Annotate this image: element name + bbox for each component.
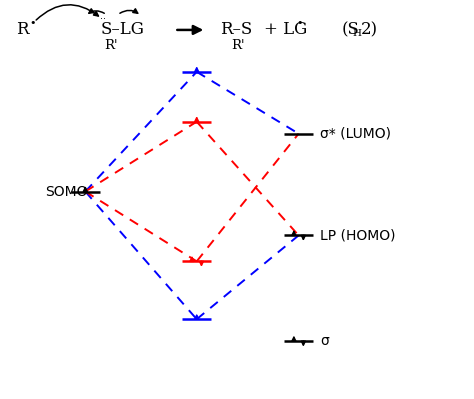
Text: LP (HOMO): LP (HOMO): [320, 228, 395, 243]
Text: σ* (LUMO): σ* (LUMO): [320, 126, 391, 141]
Text: + LG: + LG: [264, 22, 308, 38]
Text: •: •: [296, 18, 303, 28]
Text: R': R': [105, 39, 118, 51]
Text: 2): 2): [361, 22, 378, 38]
Text: R': R': [231, 39, 245, 51]
Text: •: •: [29, 18, 36, 28]
Text: R: R: [17, 22, 29, 38]
Text: S–LG: S–LG: [101, 22, 145, 38]
Text: SOMO: SOMO: [45, 184, 88, 199]
Text: H: H: [353, 30, 362, 38]
Text: R–S: R–S: [220, 22, 253, 38]
Text: ··: ··: [100, 14, 106, 24]
Text: (S: (S: [341, 22, 359, 38]
Text: σ: σ: [320, 334, 328, 348]
